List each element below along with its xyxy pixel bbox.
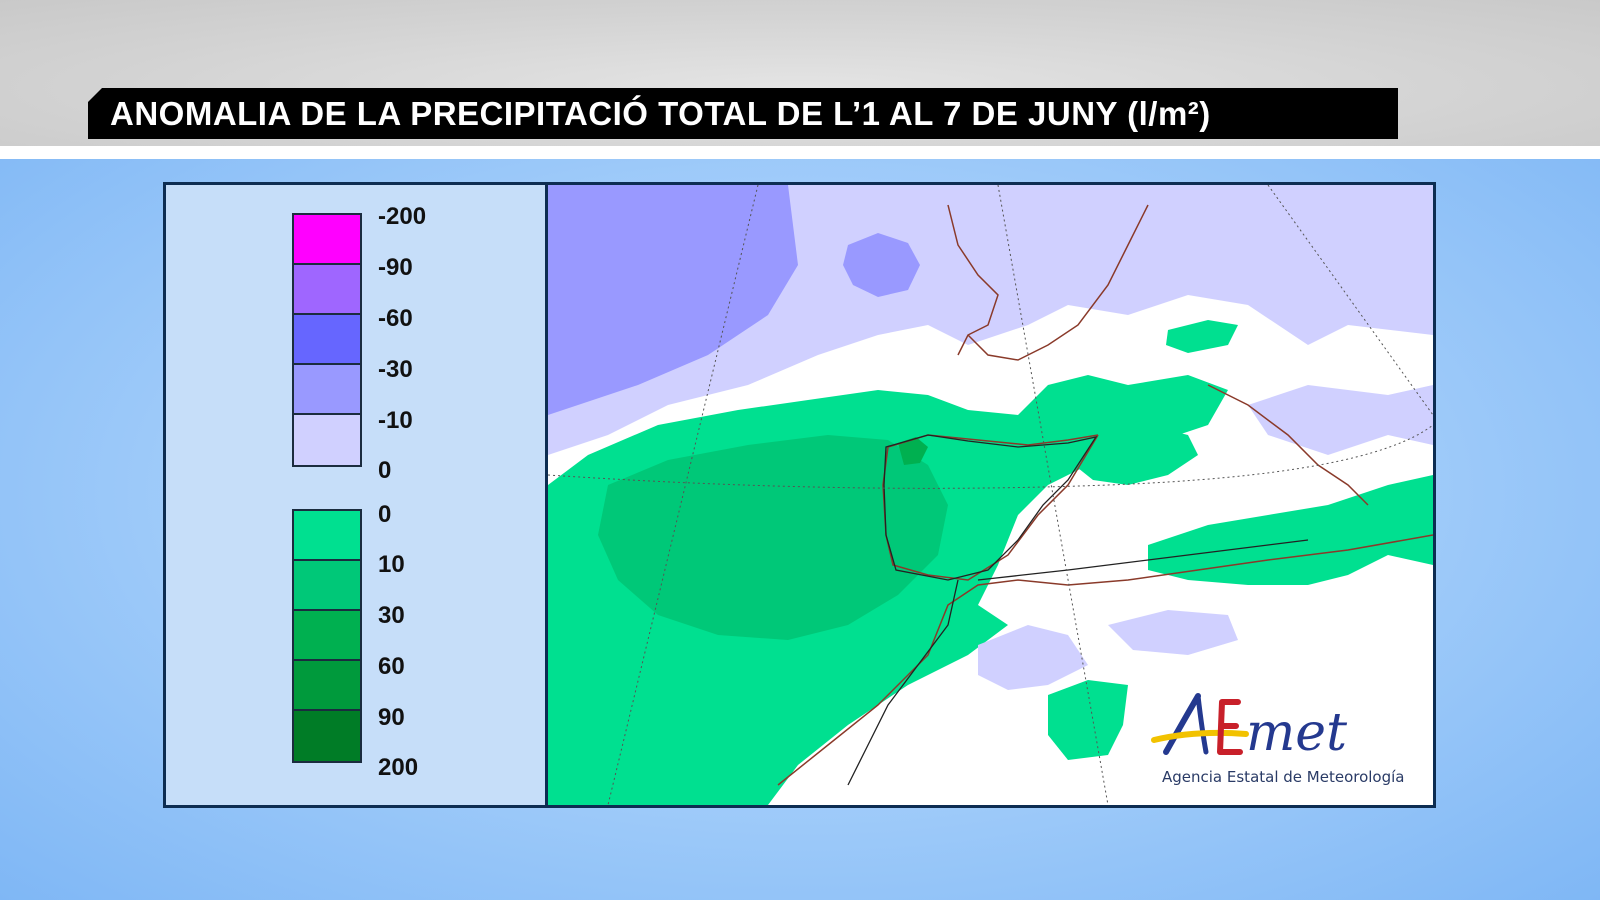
- aemet-logo: met Agencia Estatal de Meteorología: [1136, 690, 1416, 802]
- coastlines: [777, 204, 1433, 786]
- region-green-dark: [898, 437, 928, 465]
- region-green-mid: [598, 435, 948, 640]
- legend-swatch: [294, 415, 360, 465]
- coast-france: [967, 204, 1149, 361]
- legend-swatch: [294, 711, 360, 761]
- graticule-meridian: [607, 185, 759, 805]
- legend-swatch: [294, 661, 360, 711]
- region-light-ne: [1248, 385, 1433, 455]
- logo-met: met: [1246, 703, 1347, 763]
- logo-e: [1217, 699, 1243, 755]
- graticule: [548, 185, 1433, 805]
- legend-panel: -200 -90 -60 -30 -10 0 0 10 30 60 90 200: [166, 185, 548, 805]
- region-light-south: [978, 625, 1088, 690]
- legend-swatch: [294, 561, 360, 611]
- legend-tick: -30: [378, 356, 413, 383]
- legend-tick: -10: [378, 407, 413, 434]
- aemet-logo-mark: met: [1151, 693, 1347, 763]
- region-green-alps: [1166, 320, 1238, 353]
- graticule-parallel: [548, 424, 1433, 489]
- border-north-africa: [977, 539, 1309, 581]
- legend-negative-scale: [292, 213, 362, 467]
- region-green-south: [1048, 680, 1128, 760]
- legend-tick: 90: [378, 704, 405, 731]
- map-frame: -200 -90 -60 -30 -10 0 0 10 30 60 90 200: [163, 182, 1436, 808]
- region-light-se: [1108, 610, 1238, 655]
- border-iberia: [883, 434, 1098, 581]
- page-title: ANOMALIA DE LA PRECIPITACIÓ TOTAL DE L’1…: [110, 95, 1211, 132]
- borders: [847, 434, 1309, 786]
- legend-swatch: [294, 365, 360, 415]
- legend-swatch: [294, 265, 360, 315]
- logo-a-stroke: [1163, 693, 1201, 755]
- legend-tick: 0: [378, 457, 392, 484]
- coast-italy: [1207, 384, 1369, 506]
- region-ocean-west: [548, 185, 798, 415]
- legend-tick: 60: [378, 653, 405, 680]
- precipitation-map: [548, 185, 1433, 805]
- legend-tick: -90: [378, 254, 413, 281]
- legend-positive-scale: [292, 509, 362, 763]
- region-ireland: [843, 233, 920, 297]
- divider: [0, 146, 1600, 159]
- legend-swatch: [294, 511, 360, 561]
- title-bar: ANOMALIA DE LA PRECIPITACIÓ TOTAL DE L’1…: [88, 88, 1398, 139]
- legend-tick: 10: [378, 551, 405, 578]
- graticule-meridian: [1267, 185, 1433, 416]
- legend-tick: 0: [378, 501, 392, 528]
- legend-tick: -60: [378, 305, 413, 332]
- region-green-east: [1148, 475, 1433, 585]
- coast-africa: [777, 534, 1433, 786]
- region-green-balearic: [1068, 420, 1198, 485]
- legend-swatch: [294, 611, 360, 661]
- logo-a-right: [1195, 693, 1209, 755]
- logo-swoosh: [1151, 729, 1249, 743]
- legend-swatch: [294, 215, 360, 265]
- logo-subtitle: Agencia Estatal de Meteorología: [1162, 768, 1405, 786]
- legend-tick: 200: [378, 754, 419, 781]
- border-morocco: [847, 579, 959, 786]
- legend-tick: -200: [378, 203, 427, 230]
- legend-tick: 30: [378, 602, 405, 629]
- legend-swatch: [294, 315, 360, 365]
